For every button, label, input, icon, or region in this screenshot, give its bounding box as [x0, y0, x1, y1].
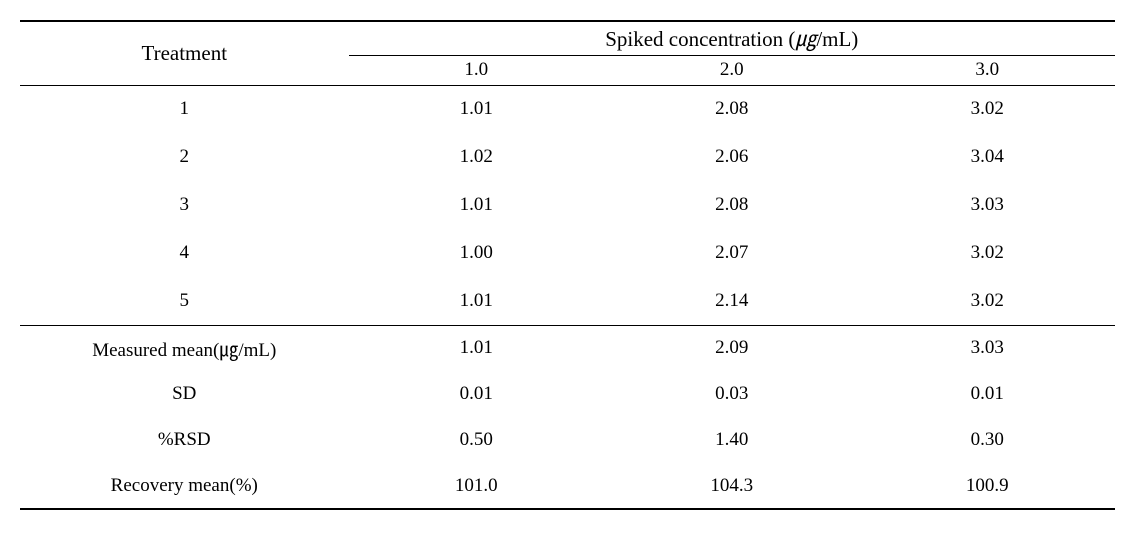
- row-label: 1: [20, 85, 349, 133]
- summary-value: 101.0: [349, 463, 604, 509]
- table-summary-row: %RSD0.501.400.30: [20, 417, 1115, 463]
- row-value: 3.02: [860, 277, 1116, 325]
- row-value: 3.03: [860, 181, 1116, 229]
- spiked-label-post: /mL): [816, 27, 858, 51]
- summary-label: Recovery mean(%): [20, 463, 349, 509]
- summary-label: SD: [20, 371, 349, 417]
- summary-value: 0.01: [349, 371, 604, 417]
- row-value: 2.06: [604, 133, 859, 181]
- table-header-row-1: Treatment Spiked concentration (㎍/mL): [20, 21, 1115, 55]
- row-value: 2.14: [604, 277, 859, 325]
- summary-label: %RSD: [20, 417, 349, 463]
- row-label: 2: [20, 133, 349, 181]
- summary-value: 104.3: [604, 463, 859, 509]
- row-value: 1.01: [349, 85, 604, 133]
- summary-value: 0.03: [604, 371, 859, 417]
- row-value: 2.08: [604, 181, 859, 229]
- table-summary-row: SD0.010.030.01: [20, 371, 1115, 417]
- row-value: 1.01: [349, 181, 604, 229]
- table-summary-row: Recovery mean(%)101.0104.3100.9: [20, 463, 1115, 509]
- summary-value: 0.30: [860, 417, 1116, 463]
- table-row: 31.012.083.03: [20, 181, 1115, 229]
- summary-value: 1.40: [604, 417, 859, 463]
- row-value: 1.00: [349, 229, 604, 277]
- summary-value: 100.9: [860, 463, 1116, 509]
- summary-value: 3.03: [860, 325, 1116, 371]
- summary-value: 0.01: [860, 371, 1116, 417]
- table-body: 11.012.083.0221.022.063.0431.012.083.034…: [20, 85, 1115, 509]
- spiked-header: Spiked concentration (㎍/mL): [349, 21, 1115, 55]
- spiked-label-pre: Spiked concentration (: [605, 27, 795, 51]
- row-value: 1.01: [349, 277, 604, 325]
- table-row: 51.012.143.02: [20, 277, 1115, 325]
- data-table: Treatment Spiked concentration (㎍/mL) 1.…: [20, 20, 1115, 510]
- summary-value: 2.09: [604, 325, 859, 371]
- row-value: 2.07: [604, 229, 859, 277]
- row-value: 1.02: [349, 133, 604, 181]
- conc-level-3: 3.0: [860, 55, 1116, 85]
- table-row: 21.022.063.04: [20, 133, 1115, 181]
- summary-label: Measured mean(㎍/mL): [20, 325, 349, 371]
- row-value: 2.08: [604, 85, 859, 133]
- summary-value: 1.01: [349, 325, 604, 371]
- row-label: 4: [20, 229, 349, 277]
- conc-level-1: 1.0: [349, 55, 604, 85]
- table-row: 11.012.083.02: [20, 85, 1115, 133]
- row-value: 3.02: [860, 229, 1116, 277]
- summary-value: 0.50: [349, 417, 604, 463]
- row-value: 3.04: [860, 133, 1116, 181]
- conc-level-2: 2.0: [604, 55, 859, 85]
- spiked-unit: ㎍: [795, 27, 816, 51]
- treatment-header: Treatment: [20, 21, 349, 85]
- table-summary-row: Measured mean(㎍/mL)1.012.093.03: [20, 325, 1115, 371]
- row-value: 3.02: [860, 85, 1116, 133]
- row-label: 3: [20, 181, 349, 229]
- row-label: 5: [20, 277, 349, 325]
- table-row: 41.002.073.02: [20, 229, 1115, 277]
